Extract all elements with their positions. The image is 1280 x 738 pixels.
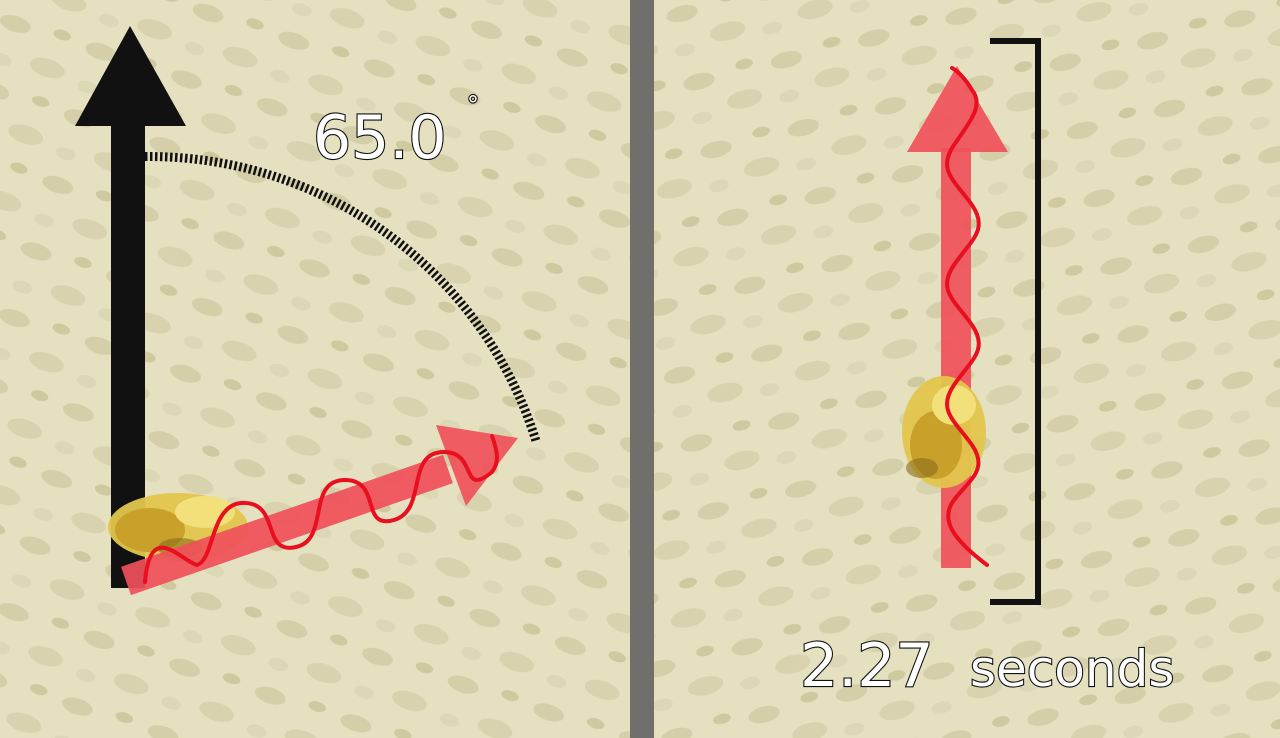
angle-value-label: 65.0 <box>313 103 447 173</box>
duration-bracket <box>990 38 1041 605</box>
waggle-path <box>143 434 499 584</box>
waggle-bee <box>902 376 986 488</box>
waggle-path <box>945 66 989 567</box>
direction-arrow <box>907 66 1008 568</box>
left-panel-angle: 65.0 ° <box>0 0 630 738</box>
right-panel-duration: 2.27 seconds <box>654 0 1280 738</box>
angle-unit-label: ° <box>467 91 479 119</box>
duration-value-label: 2.27 <box>800 631 934 701</box>
direction-arrow-head-icon <box>436 425 518 506</box>
duration-unit-label: seconds <box>970 640 1174 698</box>
direction-arrow-head-icon <box>907 66 1008 152</box>
left-panel-canvas: 65.0 ° <box>0 0 630 738</box>
right-panel-canvas: 2.27 seconds <box>654 0 1280 738</box>
gravity-arrow-head-icon <box>75 26 186 126</box>
panel-divider <box>630 0 654 738</box>
direction-arrow <box>121 425 518 596</box>
angle-arc <box>129 152 541 443</box>
